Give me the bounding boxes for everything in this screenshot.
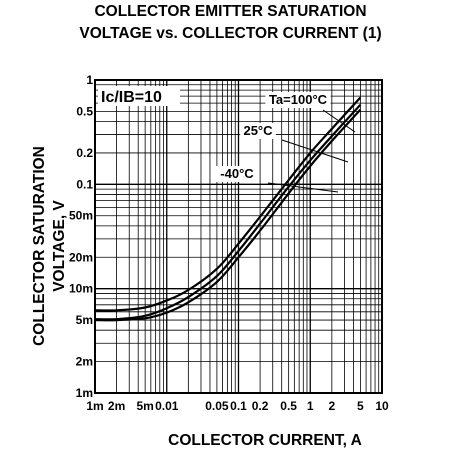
x-tick-label: 0.05: [205, 399, 229, 413]
x-tick-label: 2: [329, 399, 336, 413]
y-tick-label: 10m: [69, 282, 93, 296]
x-tick-label: 1m: [86, 399, 103, 413]
annotation-leader: [281, 139, 349, 163]
annotation-leader: [322, 109, 356, 133]
condition-bg: [98, 86, 180, 106]
x-tick-label: 1: [307, 399, 314, 413]
annotation-bg: [265, 92, 331, 108]
x-tick-label: 10: [375, 399, 389, 413]
condition-label: Ic/IB=10: [98, 86, 180, 106]
y-tick-label: 0.1: [76, 177, 93, 191]
series-line: [94, 103, 362, 321]
condition-text: Ic/IB=10: [101, 89, 162, 106]
annotation-leader: [267, 182, 339, 193]
series-line: [94, 96, 362, 312]
y-tick-label: 5m: [76, 313, 93, 327]
x-tick-label: 0.1: [230, 399, 247, 413]
x-tick-label: 0.5: [280, 399, 297, 413]
y-tick-label: 1: [86, 73, 93, 87]
chart-title-line1: COLLECTOR EMITTER SATURATION: [94, 3, 367, 20]
series-line: [94, 108, 362, 322]
x-tick-label: 5m: [136, 399, 153, 413]
annotation-label: -40°C: [220, 166, 254, 181]
chart-title-line2: VOLTAGE vs. COLLECTOR CURRENT (1): [79, 25, 382, 42]
x-tick-label: 0.2: [252, 399, 269, 413]
annotation-bg: [240, 123, 276, 139]
y-tick-label: 1m: [76, 386, 93, 400]
x-tick-label: 0.01: [155, 399, 179, 413]
annotation-label: Ta=100°C: [269, 92, 328, 107]
y-tick-label: 0.2: [76, 146, 93, 160]
x-tick-label: 2m: [108, 399, 125, 413]
annotations: Ta=100°C 25°C -40°C: [215, 92, 356, 193]
plot-frame: [94, 79, 383, 394]
tick-labels: 1m 2m 5m 0.01 0.05 0.1 0.2 0.5 1 2 5 1010.50.20.150…: [69, 73, 389, 413]
annotation-bg: [215, 166, 259, 182]
y-tick-label: 2m: [76, 355, 93, 369]
y-tick-label: 50m: [69, 209, 93, 223]
grid: [95, 80, 382, 393]
annotation-label: 25°C: [243, 123, 273, 138]
y-tick-label: 20m: [69, 250, 93, 264]
x-tick-label: 5: [357, 399, 364, 413]
series-lines: [94, 96, 362, 322]
y-tick-label: 0.5: [76, 104, 93, 118]
x-axis-label: COLLECTOR CURRENT, A: [168, 432, 362, 449]
